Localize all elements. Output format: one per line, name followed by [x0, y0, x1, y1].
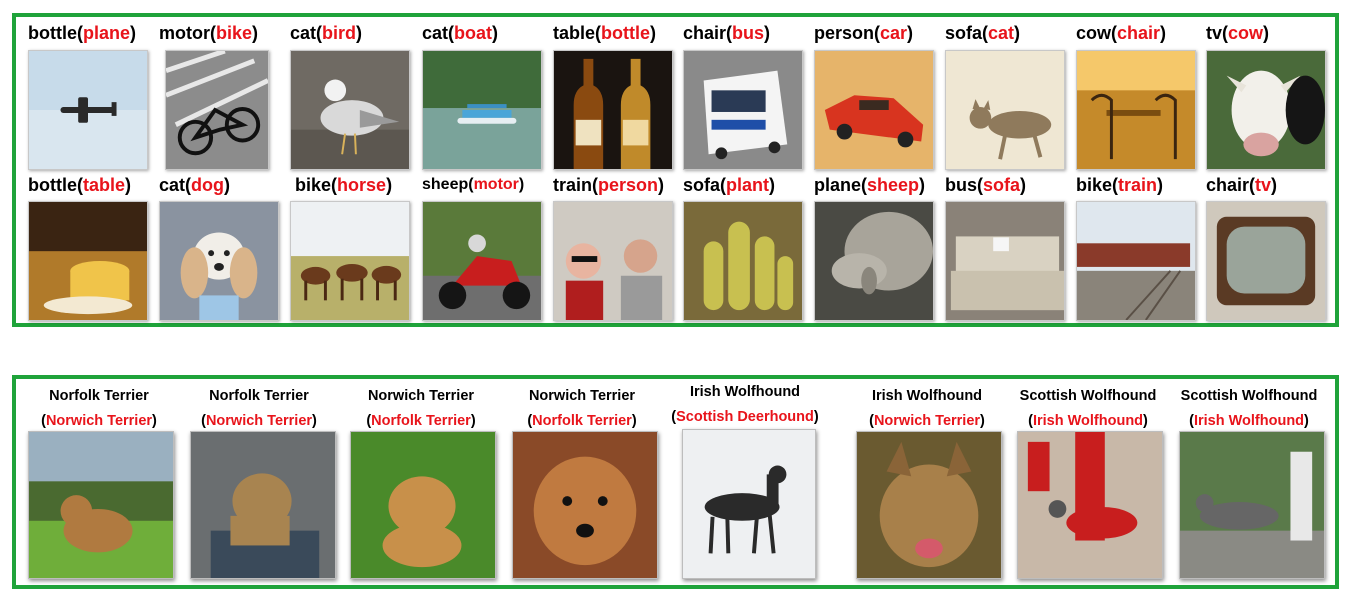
image-cafe-chairs — [1076, 50, 1196, 170]
image-seagull — [290, 50, 410, 170]
example-caption: tv(cow) — [1206, 23, 1270, 43]
example-cell: bike(horse) — [295, 175, 392, 195]
breed-caption: Norfolk Terrier (Norwich Terrier) — [201, 388, 317, 429]
image-cow — [1206, 50, 1326, 170]
breed-caption: Scottish Wolfhound (Irish Wolfhound) — [1180, 388, 1318, 429]
image-bottles — [553, 50, 673, 170]
example-caption: bus(sofa) — [945, 175, 1027, 195]
image-train-passengers — [553, 201, 673, 321]
image-bus — [683, 50, 803, 170]
image-sheep — [814, 201, 934, 321]
example-cell: cat(dog) — [159, 175, 230, 195]
example-caption: cat(dog) — [159, 175, 231, 195]
example-cell: train(person) — [553, 175, 664, 195]
example-caption: plane(sheep) — [814, 175, 926, 195]
example-cell: sheep(motor) — [422, 175, 524, 195]
image-irish-wolfhound-snow — [682, 429, 816, 579]
example-caption: table(bottle) — [553, 23, 657, 43]
image-wolfhound-red-coat — [1017, 431, 1163, 579]
image-irish-wolfhound-terrier — [856, 431, 1002, 579]
breed-caption: Irish Wolfhound (Scottish Deerhound) — [671, 384, 819, 425]
image-coffee-table — [28, 201, 148, 321]
bottom-dog-breeds-panel: Norfolk Terrier (Norwich Terrier) Norfol… — [12, 375, 1339, 589]
image-norfolk-terrier-grass — [28, 431, 174, 579]
example-caption: bike(train) — [1076, 175, 1164, 195]
example-cell: motor(bike) — [159, 23, 258, 43]
image-motorcycle — [422, 201, 542, 321]
example-cell: bottle(plane) — [28, 23, 136, 43]
example-cell: chair(bus) — [683, 23, 770, 43]
breed-caption: Scottish Wolfhound (Irish Wolfhound) — [1019, 388, 1157, 429]
top-examples-panel: bottle(plane) motor(bike) cat(bird) cat(… — [12, 13, 1339, 327]
example-caption: sheep(motor) — [422, 176, 525, 193]
image-norwich-terrier-puppy — [350, 431, 496, 579]
image-cat — [945, 50, 1065, 170]
example-cell: sofa(plant) — [683, 175, 775, 195]
example-cell: bus(sofa) — [945, 175, 1026, 195]
example-caption: motor(bike) — [159, 23, 259, 43]
image-boat — [422, 50, 542, 170]
example-caption: sofa(cat) — [945, 23, 1021, 43]
image-norwich-terrier-face — [512, 431, 658, 579]
breed-caption: Norwich Terrier (Norfolk Terrier) — [527, 388, 637, 429]
image-cactus — [683, 201, 803, 321]
example-caption: train(person) — [553, 175, 665, 195]
example-cell: bottle(table) — [28, 175, 131, 195]
example-cell: tv(cow) — [1206, 23, 1269, 43]
example-cell: cat(bird) — [290, 23, 362, 43]
image-train — [1076, 201, 1196, 321]
example-cell: cat(boat) — [422, 23, 498, 43]
example-cell: table(bottle) — [553, 23, 656, 43]
image-airplane — [28, 50, 148, 170]
example-caption: cat(boat) — [422, 23, 499, 43]
image-horses — [290, 201, 410, 321]
example-caption: chair(tv) — [1206, 175, 1278, 195]
example-cell: cow(chair) — [1076, 23, 1166, 43]
example-cell: sofa(cat) — [945, 23, 1020, 43]
example-caption: cat(bird) — [290, 23, 363, 43]
example-cell: person(car) — [814, 23, 913, 43]
breed-caption: Irish Wolfhound (Norwich Terrier) — [869, 388, 985, 429]
image-sofa — [945, 201, 1065, 321]
example-caption: bike(horse) — [295, 175, 393, 195]
image-norfolk-terrier-car — [190, 431, 336, 579]
example-caption: chair(bus) — [683, 23, 771, 43]
example-caption: sofa(plant) — [683, 175, 776, 195]
example-caption: bottle(plane) — [28, 23, 137, 43]
breed-caption: Norwich Terrier (Norfolk Terrier) — [366, 388, 476, 429]
example-cell: chair(tv) — [1206, 175, 1277, 195]
breed-caption: Norfolk Terrier (Norwich Terrier) — [41, 388, 157, 429]
image-car — [814, 50, 934, 170]
example-caption: bottle(table) — [28, 175, 132, 195]
example-cell: plane(sheep) — [814, 175, 925, 195]
example-cell: bike(train) — [1076, 175, 1163, 195]
image-wolfhound-walking — [1179, 431, 1325, 579]
image-spaniel — [159, 201, 279, 321]
image-television — [1206, 201, 1326, 321]
image-bicycle — [165, 50, 269, 170]
example-caption: person(car) — [814, 23, 914, 43]
example-caption: cow(chair) — [1076, 23, 1167, 43]
